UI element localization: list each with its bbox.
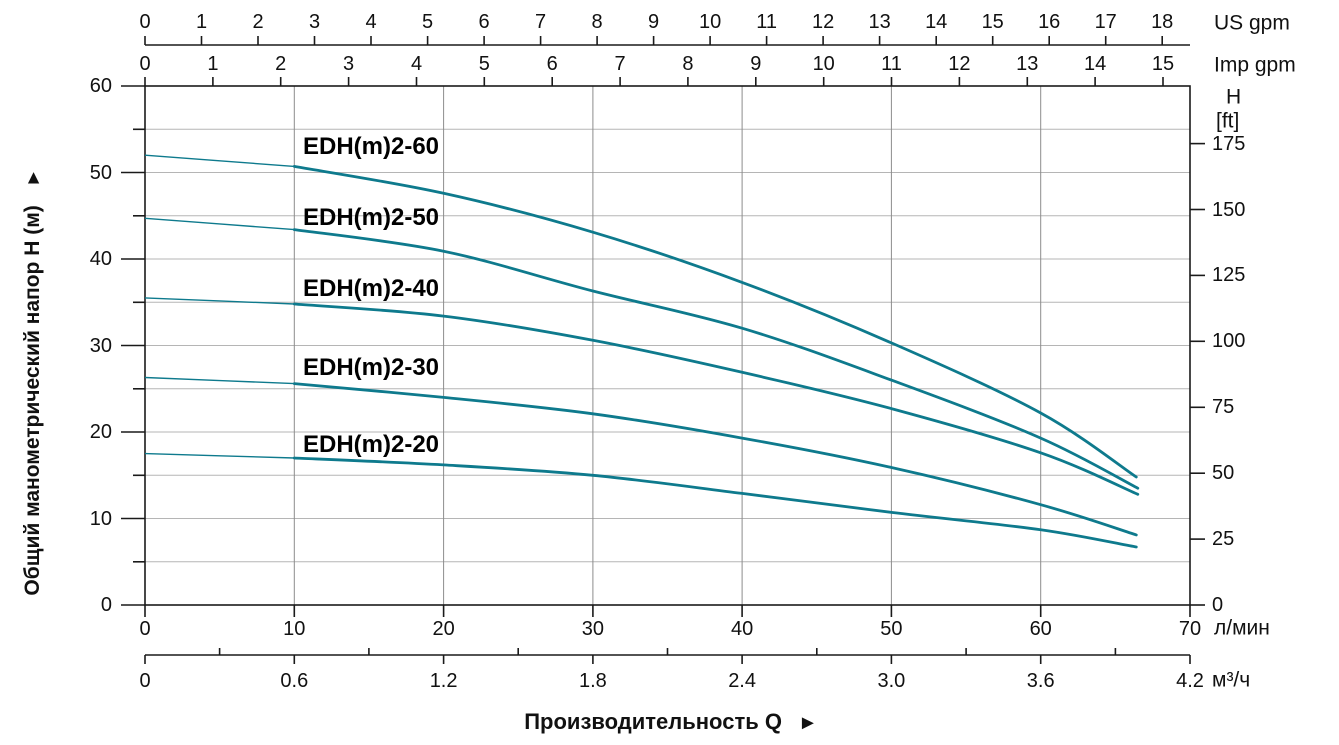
tick-imp-gpm: 9 <box>750 53 762 75</box>
tick-m3h: 2.4 <box>728 670 756 692</box>
tick-h-m: 0 <box>100 594 112 616</box>
curve-label-edhm2-20: EDH(m)2-20 <box>303 431 440 458</box>
curve-label-edhm2-40: EDH(m)2-40 <box>303 275 440 302</box>
y-axis-title: Общий манометрический напор H (м) ► <box>21 168 45 595</box>
tick-us-gpm: 14 <box>925 11 948 33</box>
imp-gpm-axis-label: Imp gpm <box>1214 53 1296 77</box>
tick-h-m: 60 <box>89 75 112 97</box>
tick-m3h: 1.8 <box>578 670 607 692</box>
tick-us-gpm: 15 <box>981 11 1004 33</box>
tick-us-gpm: 8 <box>591 11 603 33</box>
tick-m3h: 1.2 <box>429 670 458 692</box>
us-gpm-axis-label: US gpm <box>1214 11 1290 35</box>
tick-us-gpm: 10 <box>698 11 722 33</box>
tick-m3h: 4.2 <box>1176 670 1204 692</box>
tick-imp-gpm: 2 <box>275 53 287 75</box>
h-ft-axis-label-ft: [ft] <box>1216 109 1240 133</box>
tick-lpm: 20 <box>432 618 455 640</box>
tick-imp-gpm: 5 <box>478 53 490 75</box>
tick-h-m: 50 <box>89 161 112 184</box>
m3h-axis-label: м³/ч <box>1212 668 1251 692</box>
tick-imp-gpm: 3 <box>343 53 355 75</box>
tick-m3h: 3.0 <box>877 670 906 692</box>
tick-imp-gpm: 10 <box>812 53 835 75</box>
h-ft-axis-label-h: H <box>1226 85 1242 109</box>
tick-us-gpm: 9 <box>648 11 660 33</box>
tick-h-ft: 125 <box>1212 264 1246 287</box>
tick-h-ft: 75 <box>1212 396 1235 419</box>
tick-h-m: 20 <box>89 421 112 443</box>
x-axis-title-text: Производительность Q <box>524 709 782 734</box>
lpm-axis-label: л/мин <box>1214 616 1270 640</box>
tick-h-m: 10 <box>89 507 112 530</box>
curve-label-edhm2-50: EDH(m)2-50 <box>303 204 440 231</box>
tick-us-gpm: 17 <box>1094 11 1117 33</box>
tick-m3h: 0.6 <box>280 670 309 692</box>
up-arrow-icon: ► <box>23 168 44 188</box>
tick-h-ft: 50 <box>1212 462 1235 485</box>
tick-lpm: 50 <box>880 618 903 640</box>
tick-us-gpm: 3 <box>308 11 321 33</box>
right-arrow-icon: ► <box>797 712 818 734</box>
tick-lpm: 0 <box>139 618 151 640</box>
tick-h-ft: 150 <box>1212 198 1246 221</box>
tick-imp-gpm: 8 <box>682 53 694 75</box>
tick-h-m: 40 <box>89 248 112 270</box>
tick-us-gpm: 12 <box>811 11 835 33</box>
tick-imp-gpm: 6 <box>546 53 558 75</box>
tick-us-gpm: 6 <box>478 11 490 33</box>
tick-h-m: 30 <box>89 334 112 357</box>
tick-h-ft: 175 <box>1212 132 1246 155</box>
tick-h-ft: 25 <box>1212 528 1235 551</box>
tick-us-gpm: 1 <box>195 11 208 33</box>
tick-h-ft: 0 <box>1212 594 1224 616</box>
tick-lpm: 60 <box>1029 618 1052 640</box>
tick-us-gpm: 16 <box>1038 11 1061 33</box>
tick-imp-gpm: 0 <box>139 53 151 75</box>
tick-us-gpm: 4 <box>365 11 377 33</box>
tick-imp-gpm: 13 <box>1016 53 1039 75</box>
tick-imp-gpm: 11 <box>881 53 902 75</box>
tick-us-gpm: 2 <box>252 11 264 33</box>
tick-us-gpm: 0 <box>139 11 151 33</box>
tick-imp-gpm: 15 <box>1151 53 1175 75</box>
tick-lpm: 40 <box>730 618 754 640</box>
tick-imp-gpm: 14 <box>1083 53 1107 75</box>
tick-m3h: 0 <box>139 670 151 692</box>
tick-lpm: 30 <box>581 618 605 640</box>
tick-h-ft: 100 <box>1212 330 1246 353</box>
tick-us-gpm: 5 <box>422 11 434 33</box>
tick-us-gpm: 18 <box>1151 11 1174 33</box>
tick-us-gpm: 7 <box>535 11 547 33</box>
tick-imp-gpm: 12 <box>948 53 971 75</box>
tick-m3h: 3.6 <box>1026 670 1055 692</box>
tick-us-gpm: 11 <box>756 11 777 33</box>
tick-lpm: 70 <box>1178 618 1202 640</box>
curve-label-edhm2-60: EDH(m)2-60 <box>303 133 440 160</box>
tick-imp-gpm: 4 <box>410 53 423 75</box>
x-axis-title: Производительность Q ► <box>524 709 818 735</box>
tick-us-gpm: 13 <box>868 11 891 33</box>
tick-imp-gpm: 1 <box>207 53 219 75</box>
curve-label-edhm2-30: EDH(m)2-30 <box>303 354 440 381</box>
y-axis-title-text: Общий манометрический напор H (м) <box>21 205 44 596</box>
tick-imp-gpm: 7 <box>614 53 626 75</box>
tick-lpm: 10 <box>283 618 306 640</box>
